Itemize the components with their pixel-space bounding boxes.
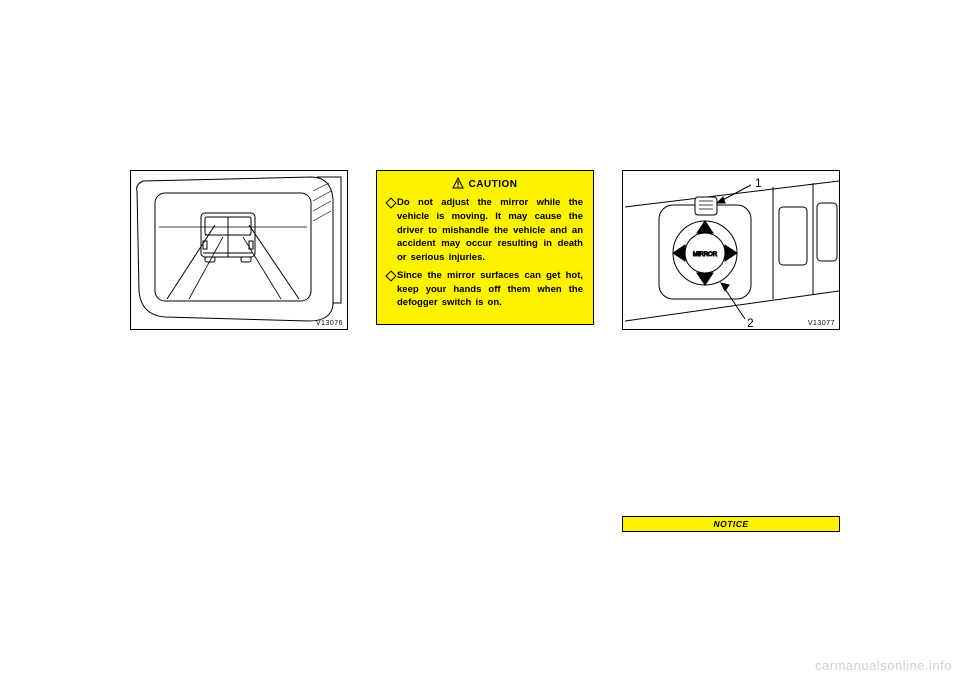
notice-bar: NOTICE bbox=[622, 516, 840, 532]
caution-title: CAUTION bbox=[385, 177, 585, 190]
svg-text:MIRROR: MIRROR bbox=[693, 252, 718, 258]
callout-2: 2 bbox=[747, 316, 754, 330]
caution-list: Do not adjust the mirror while the vehic… bbox=[385, 196, 585, 310]
caution-box: CAUTION Do not adjust the mirror while t… bbox=[376, 170, 594, 325]
right-column: MIRROR bbox=[622, 170, 840, 532]
figure-mirror-view: V13076 bbox=[130, 170, 348, 330]
watermark: carmanualsonline.info bbox=[815, 658, 952, 673]
notice-label: NOTICE bbox=[713, 519, 748, 529]
column-row: V13076 CAUTION Do not adjust the mirror … bbox=[0, 0, 960, 532]
figure-id-label: V13077 bbox=[808, 320, 835, 327]
figure-id-label: V13076 bbox=[316, 320, 343, 327]
caution-item: Do not adjust the mirror while the vehic… bbox=[387, 196, 583, 265]
middle-column: CAUTION Do not adjust the mirror while t… bbox=[376, 170, 594, 532]
caution-title-text: CAUTION bbox=[468, 179, 517, 190]
callout-1: 1 bbox=[755, 176, 762, 190]
warning-triangle-icon bbox=[452, 177, 464, 189]
figure-mirror-switch: MIRROR bbox=[622, 170, 840, 330]
caution-item: Since the mirror surfaces can get hot, k… bbox=[387, 269, 583, 310]
page: V13076 CAUTION Do not adjust the mirror … bbox=[0, 0, 960, 679]
left-column: V13076 bbox=[130, 170, 348, 532]
mirror-view-illustration bbox=[131, 171, 349, 331]
mirror-switch-illustration: MIRROR bbox=[623, 171, 841, 331]
